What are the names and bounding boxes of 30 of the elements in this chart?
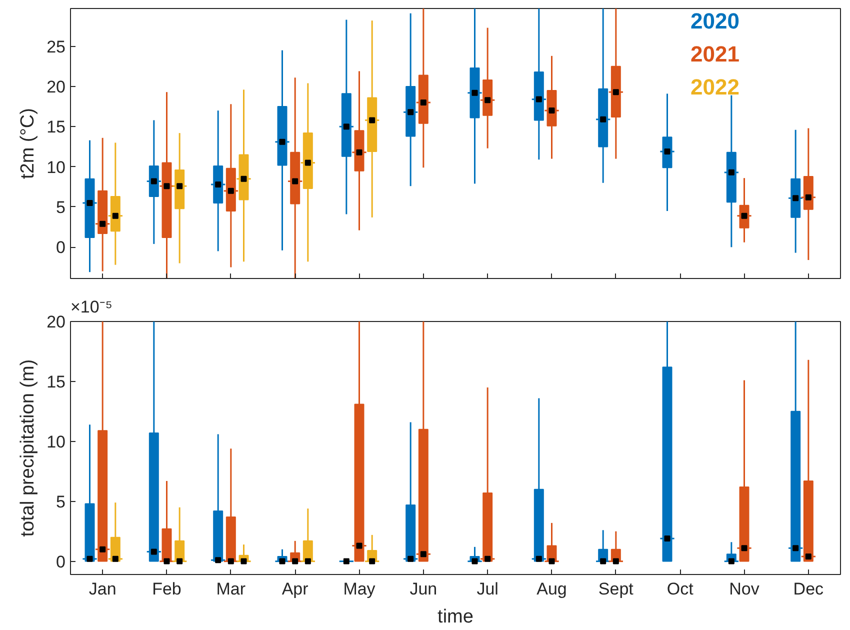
y-tick-label: 15 <box>46 372 66 392</box>
x-tick-label: Apr <box>282 580 309 598</box>
y-tick-label: 10 <box>46 158 66 177</box>
y-tick-label: 20 <box>46 77 66 96</box>
y-tick-label: 15 <box>46 118 66 137</box>
x-tick-label: Jan <box>88 580 116 598</box>
x-tick-label: Jul <box>476 580 498 598</box>
y-tick-label: 5 <box>56 492 66 512</box>
y-tick-label: 5 <box>56 198 66 217</box>
text: 2022 <box>690 74 740 100</box>
x-tick-label: Mar <box>216 580 246 598</box>
y-tick-label: 20 <box>46 312 66 332</box>
text: ×10⁻⁵ <box>70 298 112 316</box>
x-tick-label: Jun <box>410 580 438 598</box>
x-tick-label: Nov <box>729 580 760 598</box>
y-tick-label: 10 <box>46 432 66 452</box>
y-axis-title: total precipitation (m) <box>18 359 39 537</box>
x-tick-label: Feb <box>152 580 182 598</box>
text: 2020 <box>690 8 740 34</box>
x-tick-label: May <box>343 580 376 598</box>
x-tick-label: Dec <box>793 580 824 598</box>
text: 2021 <box>690 42 740 66</box>
y-tick-label: 25 <box>46 37 66 56</box>
y-tick-label: 0 <box>56 238 66 258</box>
y-axis-title: t2m (°C) <box>18 108 39 179</box>
y-tick-label: 0 <box>56 552 66 572</box>
x-tick-label: Sept <box>598 580 634 598</box>
x-axis-title: time <box>438 606 474 628</box>
x-tick-label: Oct <box>666 580 694 598</box>
x-tick-label: Aug <box>536 580 567 598</box>
